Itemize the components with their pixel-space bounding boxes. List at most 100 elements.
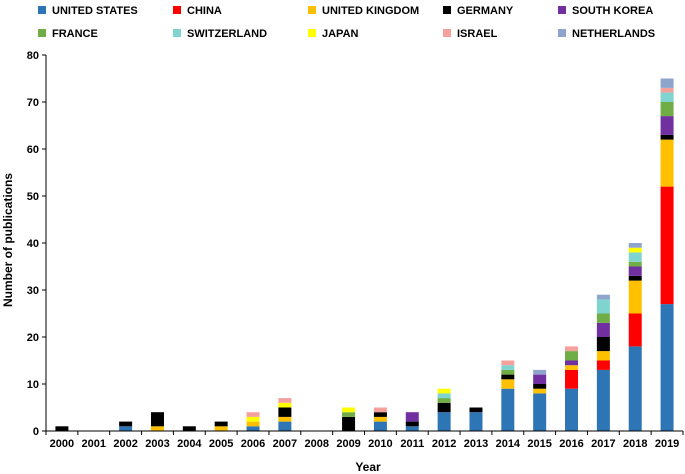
x-tick-label: 2015 bbox=[527, 438, 551, 450]
legend-swatch-germany bbox=[443, 6, 451, 14]
legend-swatch-united-kingdom bbox=[308, 6, 316, 14]
y-tick-label: 10 bbox=[27, 379, 39, 391]
bar-segment-united-kingdom-2019 bbox=[660, 139, 674, 187]
legend-label-israel: ISRAEL bbox=[457, 28, 498, 40]
x-tick-label: 2005 bbox=[209, 438, 233, 450]
legend-label-germany: GERMANY bbox=[457, 5, 514, 17]
bar-segment-germany-2017 bbox=[596, 337, 610, 352]
x-tick-label: 2010 bbox=[368, 438, 392, 450]
x-tick-label: 2016 bbox=[559, 438, 583, 450]
y-tick-label: 80 bbox=[27, 50, 39, 62]
bar-segment-germany-2011 bbox=[405, 421, 419, 427]
bar-segment-united-kingdom-2017 bbox=[596, 351, 610, 361]
bar-segment-south-korea-2017 bbox=[596, 322, 610, 337]
bar-segment-germany-2013 bbox=[469, 407, 483, 413]
bar-segment-israel-2016 bbox=[565, 346, 579, 352]
bar-segment-united-states-2012 bbox=[437, 412, 451, 431]
bar-segment-united-states-2019 bbox=[660, 304, 674, 431]
y-tick-label: 50 bbox=[27, 191, 39, 203]
legend-swatch-france bbox=[38, 29, 46, 37]
bar-segment-united-states-2007 bbox=[278, 421, 292, 431]
x-tick-label: 2019 bbox=[655, 438, 679, 450]
bar-segment-israel-2010 bbox=[373, 407, 387, 413]
bar-segment-united-kingdom-2007 bbox=[278, 416, 292, 422]
bar-segment-switzerland-2012 bbox=[437, 393, 451, 399]
bar-segment-united-kingdom-2003 bbox=[150, 426, 164, 431]
bar-segment-china-2016 bbox=[565, 369, 579, 389]
bar-segment-israel-2019 bbox=[660, 87, 674, 93]
x-tick-label: 2012 bbox=[432, 438, 456, 450]
bar-segment-china-2017 bbox=[596, 360, 610, 370]
bar-segment-switzerland-2019 bbox=[660, 92, 674, 102]
legend-label-united-kingdom: UNITED KINGDOM bbox=[322, 5, 419, 17]
bar-segment-germany-2003 bbox=[150, 412, 164, 427]
x-tick-label: 2007 bbox=[273, 438, 297, 450]
bar-segment-netherlands-2017 bbox=[596, 294, 610, 300]
x-tick-label: 2011 bbox=[400, 438, 424, 450]
y-tick-label: 0 bbox=[33, 426, 39, 438]
bar-segment-south-korea-2018 bbox=[628, 266, 642, 276]
legend-label-japan: JAPAN bbox=[322, 28, 359, 40]
bar-segment-united-states-2011 bbox=[405, 426, 419, 431]
x-ticks: 2000 2001 2002 2003 2004 2005 2006 2007 2008 2009… bbox=[45, 431, 684, 450]
x-tick-label: 2017 bbox=[591, 438, 615, 450]
bar-segment-south-korea-2011 bbox=[405, 412, 419, 422]
bar-segment-israel-2014 bbox=[501, 360, 515, 366]
bar-segment-united-kingdom-2005 bbox=[214, 426, 228, 431]
bar-segment-germany-2010 bbox=[373, 412, 387, 417]
bar-segment-united-kingdom-2018 bbox=[628, 280, 642, 314]
bar-segment-united-states-2015 bbox=[533, 393, 547, 431]
x-tick-label: 2009 bbox=[336, 438, 360, 450]
y-ticks: 0 10 20 30 40 50 60 70 80 bbox=[27, 50, 46, 438]
legend: UNITED STATES CHINA UNITED KINGDOM GERMANY S… bbox=[38, 5, 655, 40]
bar-segment-france-2016 bbox=[565, 351, 579, 361]
bar-segment-japan-2009 bbox=[342, 407, 356, 413]
x-tick-label: 2000 bbox=[50, 438, 74, 450]
legend-swatch-south-korea bbox=[558, 6, 566, 14]
bar-segment-united-kingdom-2016 bbox=[565, 365, 579, 370]
bar-segment-china-2018 bbox=[628, 313, 642, 347]
legend-swatch-japan bbox=[308, 29, 316, 37]
bar-segment-japan-2006 bbox=[246, 416, 260, 422]
bar-segment-germany-2002 bbox=[119, 421, 133, 427]
x-tick-label: 2013 bbox=[464, 438, 488, 450]
bar-segment-switzerland-2014 bbox=[501, 365, 515, 370]
y-tick-label: 20 bbox=[27, 332, 39, 344]
y-tick-label: 60 bbox=[27, 144, 39, 156]
bar-segment-south-korea-2016 bbox=[565, 360, 579, 366]
x-axis-title: Year bbox=[355, 460, 381, 474]
y-axis-title: Number of publications bbox=[1, 173, 15, 307]
bar-segment-germany-2012 bbox=[437, 402, 451, 413]
bar-segment-united-states-2014 bbox=[501, 388, 515, 431]
bar-segment-united-kingdom-2015 bbox=[533, 388, 547, 394]
bar-segment-germany-2015 bbox=[533, 384, 547, 389]
bar-segment-israel-2007 bbox=[278, 398, 292, 403]
x-tick-label: 2001 bbox=[82, 438, 106, 450]
legend-label-china: CHINA bbox=[187, 5, 222, 17]
bar-segment-germany-2000 bbox=[55, 426, 69, 431]
x-tick-label: 2014 bbox=[496, 438, 521, 450]
bar-segment-netherlands-2018 bbox=[628, 243, 642, 248]
legend-swatch-switzerland bbox=[173, 29, 181, 37]
bar-segment-south-korea-2019 bbox=[660, 116, 674, 135]
bar-segment-france-2009 bbox=[342, 412, 356, 417]
bar-segment-united-states-2016 bbox=[565, 388, 579, 431]
bar-segment-switzerland-2017 bbox=[596, 299, 610, 314]
bar-segment-united-kingdom-2006 bbox=[246, 421, 260, 427]
bar-segment-france-2019 bbox=[660, 102, 674, 117]
legend-swatch-china bbox=[173, 6, 181, 14]
legend-label-south-korea: SOUTH KOREA bbox=[572, 5, 653, 17]
bar-segment-united-states-2018 bbox=[628, 346, 642, 431]
bar-segment-switzerland-2018 bbox=[628, 252, 642, 262]
bar-segment-germany-2019 bbox=[660, 134, 674, 140]
bar-segment-netherlands-2019 bbox=[660, 78, 674, 88]
x-tick-label: 2006 bbox=[241, 438, 265, 450]
bar-segment-france-2014 bbox=[501, 369, 515, 375]
bar-segment-japan-2018 bbox=[628, 247, 642, 253]
y-tick-label: 40 bbox=[27, 238, 39, 250]
legend-swatch-israel bbox=[443, 29, 451, 37]
bar-segment-germany-2005 bbox=[214, 421, 228, 427]
bar-segment-united-kingdom-2014 bbox=[501, 379, 515, 389]
bar-segment-china-2019 bbox=[660, 186, 674, 305]
